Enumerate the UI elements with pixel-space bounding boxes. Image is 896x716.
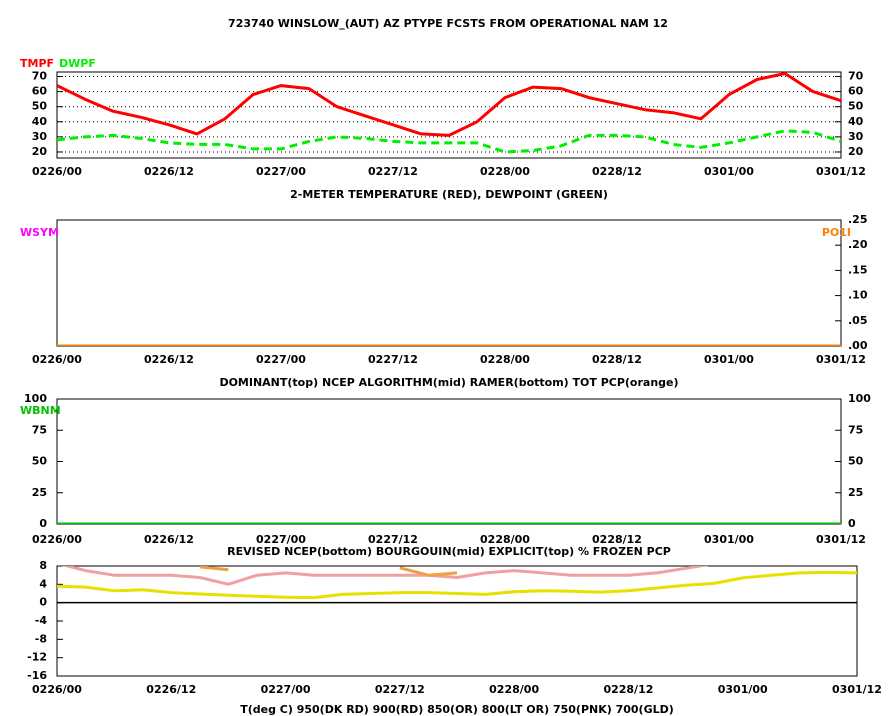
- x-tick-label: 0226/12: [146, 683, 196, 696]
- x-tick-label: 0226/00: [32, 683, 82, 696]
- x-tick-label: 0227/00: [261, 683, 311, 696]
- plot-frame: [56, 71, 842, 159]
- y-tick-label: 75: [32, 423, 47, 436]
- y2-tick-label: .15: [848, 263, 868, 276]
- x-tick-label: 0301/00: [718, 683, 768, 696]
- data-line: [57, 129, 841, 154]
- x-tick-label: 0228/00: [480, 533, 530, 546]
- legend-entry: PO1I: [822, 226, 851, 239]
- plot-frame: [56, 219, 842, 347]
- y2-tick-label: .05: [848, 314, 868, 327]
- y2-tick-label: 0: [848, 517, 856, 530]
- x-tick-label: 0228/00: [480, 165, 530, 178]
- y-tick-label: 0: [39, 596, 47, 609]
- x-tick-label: 0301/00: [704, 533, 754, 546]
- x-tick-label: 0227/00: [256, 353, 306, 366]
- y2-tick-label: .10: [848, 289, 868, 302]
- y-tick-label: 30: [32, 130, 48, 143]
- x-tick-label: 0301/12: [816, 165, 866, 178]
- y-tick-label: 4: [39, 577, 47, 590]
- x-axis-label: REVISED NCEP(bottom) BOURGOUIN(mid) EXPL…: [227, 545, 671, 558]
- y-tick-label: -12: [27, 651, 47, 664]
- y2-tick-label: 50: [848, 455, 864, 468]
- y2-tick-label: 25: [848, 486, 863, 499]
- y-tick-label: 0: [39, 517, 47, 530]
- x-tick-label: 0228/00: [489, 683, 539, 696]
- y2-tick-label: 20: [848, 145, 864, 158]
- data-line: [57, 570, 857, 600]
- y-tick-label: 50: [32, 455, 48, 468]
- y2-tick-label: .00: [848, 339, 868, 352]
- x-tick-label: 0226/00: [32, 533, 82, 546]
- y2-tick-label: 60: [848, 85, 864, 98]
- x-tick-label: 0228/00: [480, 353, 530, 366]
- y-tick-label: -8: [35, 632, 47, 645]
- x-axis-label: DOMINANT(top) NCEP ALGORITHM(mid) RAMER(…: [219, 376, 678, 389]
- x-tick-label: 0301/12: [816, 533, 866, 546]
- y-tick-label: 100: [24, 392, 47, 405]
- y2-tick-label: 50: [848, 100, 864, 113]
- x-tick-label: 0227/00: [256, 533, 306, 546]
- x-tick-label: 0227/12: [368, 533, 418, 546]
- legend-entry: DWPF: [59, 57, 96, 70]
- y-tick-label: 40: [32, 115, 48, 128]
- y-tick-label: 8: [39, 559, 47, 572]
- plot-frame: [56, 398, 842, 525]
- x-tick-label: 0227/12: [368, 165, 418, 178]
- x-tick-label: 0301/00: [704, 353, 754, 366]
- legend-entry: WSYM: [20, 226, 59, 239]
- x-tick-label: 0228/12: [592, 165, 642, 178]
- y-tick-label: -16: [27, 669, 47, 682]
- y2-tick-label: 75: [848, 423, 863, 436]
- legend-entry: WBNM: [20, 404, 61, 417]
- data-line: [57, 72, 841, 137]
- x-tick-label: 0301/00: [704, 165, 754, 178]
- x-tick-label: 0226/12: [144, 353, 194, 366]
- x-tick-label: 0226/12: [144, 533, 194, 546]
- data-line: [199, 566, 458, 577]
- x-tick-label: 0228/12: [592, 533, 642, 546]
- x-tick-label: 0227/12: [368, 353, 418, 366]
- legend-entry: TMPF: [20, 57, 54, 70]
- y-tick-label: 70: [32, 70, 48, 83]
- x-tick-label: 0228/12: [603, 683, 653, 696]
- page-title: 723740 WINSLOW_(AUT) AZ PTYPE FCSTS FROM…: [228, 17, 668, 30]
- y2-tick-label: 100: [848, 392, 871, 405]
- x-axis-label: 2-METER TEMPERATURE (RED), DEWPOINT (GRE…: [290, 188, 608, 201]
- data-line: [61, 566, 710, 586]
- y2-tick-label: .20: [848, 238, 868, 251]
- x-tick-label: 0227/00: [256, 165, 306, 178]
- y-tick-label: 60: [32, 85, 48, 98]
- x-tick-label: 0226/00: [32, 353, 82, 366]
- y2-tick-label: 40: [848, 115, 864, 128]
- x-tick-label: 0228/12: [592, 353, 642, 366]
- x-tick-label: 0301/12: [832, 683, 882, 696]
- y-tick-label: 25: [32, 486, 47, 499]
- plot-frame: [56, 565, 858, 677]
- y2-tick-label: .25: [848, 213, 868, 226]
- y-tick-label: 20: [32, 145, 48, 158]
- y2-tick-label: 30: [848, 130, 864, 143]
- x-tick-label: 0227/12: [375, 683, 425, 696]
- x-axis-label: T(deg C) 950(DK RD) 900(RD) 850(OR) 800(…: [240, 703, 674, 716]
- x-tick-label: 0226/12: [144, 165, 194, 178]
- x-tick-label: 0226/00: [32, 165, 82, 178]
- y-tick-label: -4: [35, 614, 48, 627]
- x-tick-label: 0301/12: [816, 353, 866, 366]
- y-tick-label: 50: [32, 100, 48, 113]
- y2-tick-label: 70: [848, 70, 864, 83]
